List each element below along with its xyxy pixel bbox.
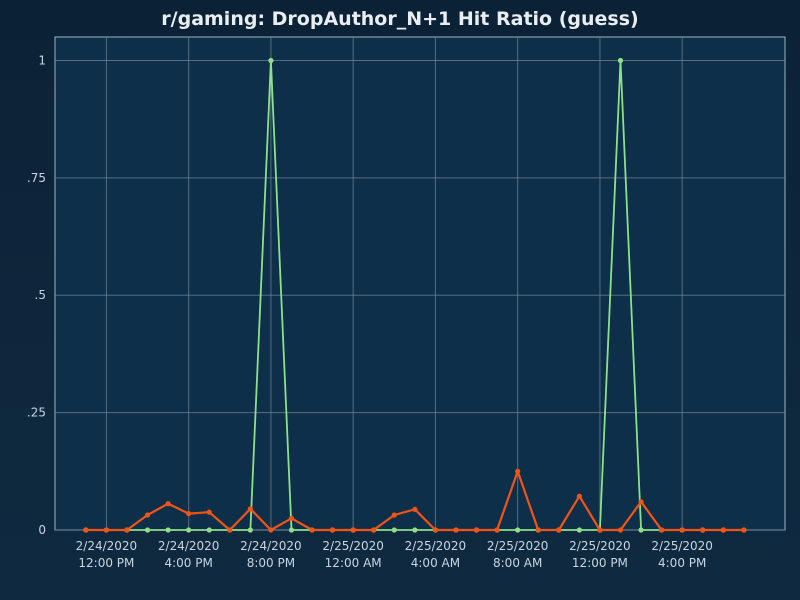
data-point (83, 527, 89, 533)
data-point (741, 527, 747, 533)
data-point (186, 527, 192, 533)
data-point (247, 506, 253, 512)
x-tick-label-time: 12:00 AM (325, 556, 382, 570)
y-tick-label: .5 (35, 288, 46, 302)
data-point (576, 493, 582, 499)
x-tick-label-date: 2/24/2020 (158, 539, 220, 553)
data-point (617, 527, 624, 533)
x-tick-label-date: 2/24/2020 (240, 539, 302, 553)
x-axis: 2/24/2020 12:00 PM 2/24/2020 4:00 PM 2/24/20… (76, 539, 713, 570)
data-point (679, 527, 685, 533)
data-point (124, 527, 130, 533)
grid-lines (55, 37, 785, 531)
data-point (350, 527, 356, 533)
y-tick-label: 1 (38, 53, 46, 67)
x-tick-label-date: 2/25/2020 (487, 539, 549, 553)
data-point (515, 527, 521, 533)
data-point (309, 527, 315, 533)
data-point (103, 527, 110, 533)
data-point (268, 527, 274, 533)
y-tick-label: .75 (27, 171, 46, 185)
x-tick-label-time: 8:00 PM (247, 556, 295, 570)
data-point (617, 57, 624, 64)
data-point (473, 527, 480, 533)
chart-title: r/gaming: DropAuthor_N+1 Hit Ratio (gues… (161, 8, 638, 30)
data-point (186, 510, 192, 517)
data-point (391, 512, 397, 518)
x-tick-label-date: 2/24/2020 (76, 539, 138, 553)
plot-area (54, 36, 786, 531)
data-point (247, 527, 253, 533)
data-point (556, 527, 562, 533)
data-point (412, 527, 418, 533)
data-point (638, 527, 644, 533)
data-point (144, 527, 151, 533)
data-point (227, 527, 233, 533)
series-layer (83, 57, 747, 533)
x-tick-label-date: 2/25/2020 (405, 539, 467, 553)
data-point (412, 506, 418, 512)
x-tick-label-date: 2/25/2020 (569, 539, 631, 553)
y-axis: 0 .25 .5 .75 1 (27, 53, 46, 537)
x-tick-label-time: 8:00 AM (493, 556, 542, 570)
data-point (720, 527, 726, 533)
data-point (165, 501, 171, 507)
x-tick-label-time: 12:00 PM (78, 556, 134, 570)
data-point (659, 527, 665, 533)
data-point (535, 527, 541, 533)
x-tick-label-date: 2/25/2020 (651, 539, 713, 553)
series-2 (83, 468, 747, 533)
data-point (597, 527, 603, 533)
data-point (206, 509, 212, 515)
data-point (432, 527, 439, 533)
data-point (330, 527, 336, 533)
data-point (700, 527, 706, 533)
x-tick-label-time: 4:00 AM (411, 556, 460, 570)
data-point (371, 527, 377, 533)
data-point (453, 527, 459, 533)
data-point (144, 512, 151, 518)
x-tick-label-time: 4:00 PM (658, 556, 706, 570)
data-point (515, 468, 521, 474)
data-point (288, 515, 295, 521)
data-point (576, 527, 582, 533)
x-tick-label-time: 12:00 PM (572, 556, 628, 570)
data-point (494, 527, 500, 533)
data-point (638, 499, 644, 505)
data-point (288, 527, 295, 533)
data-point (165, 527, 171, 533)
data-point (206, 527, 212, 533)
x-tick-label-time: 4:00 PM (164, 556, 212, 570)
data-point (391, 527, 397, 533)
y-tick-label: 0 (38, 523, 46, 537)
x-tick-label-date: 2/25/2020 (322, 539, 384, 553)
data-point (268, 57, 274, 64)
y-tick-label: .25 (27, 406, 46, 420)
